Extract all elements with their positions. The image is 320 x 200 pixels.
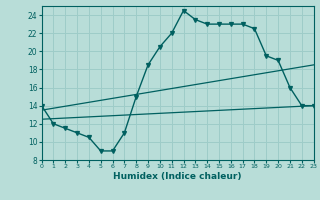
X-axis label: Humidex (Indice chaleur): Humidex (Indice chaleur) xyxy=(113,172,242,181)
